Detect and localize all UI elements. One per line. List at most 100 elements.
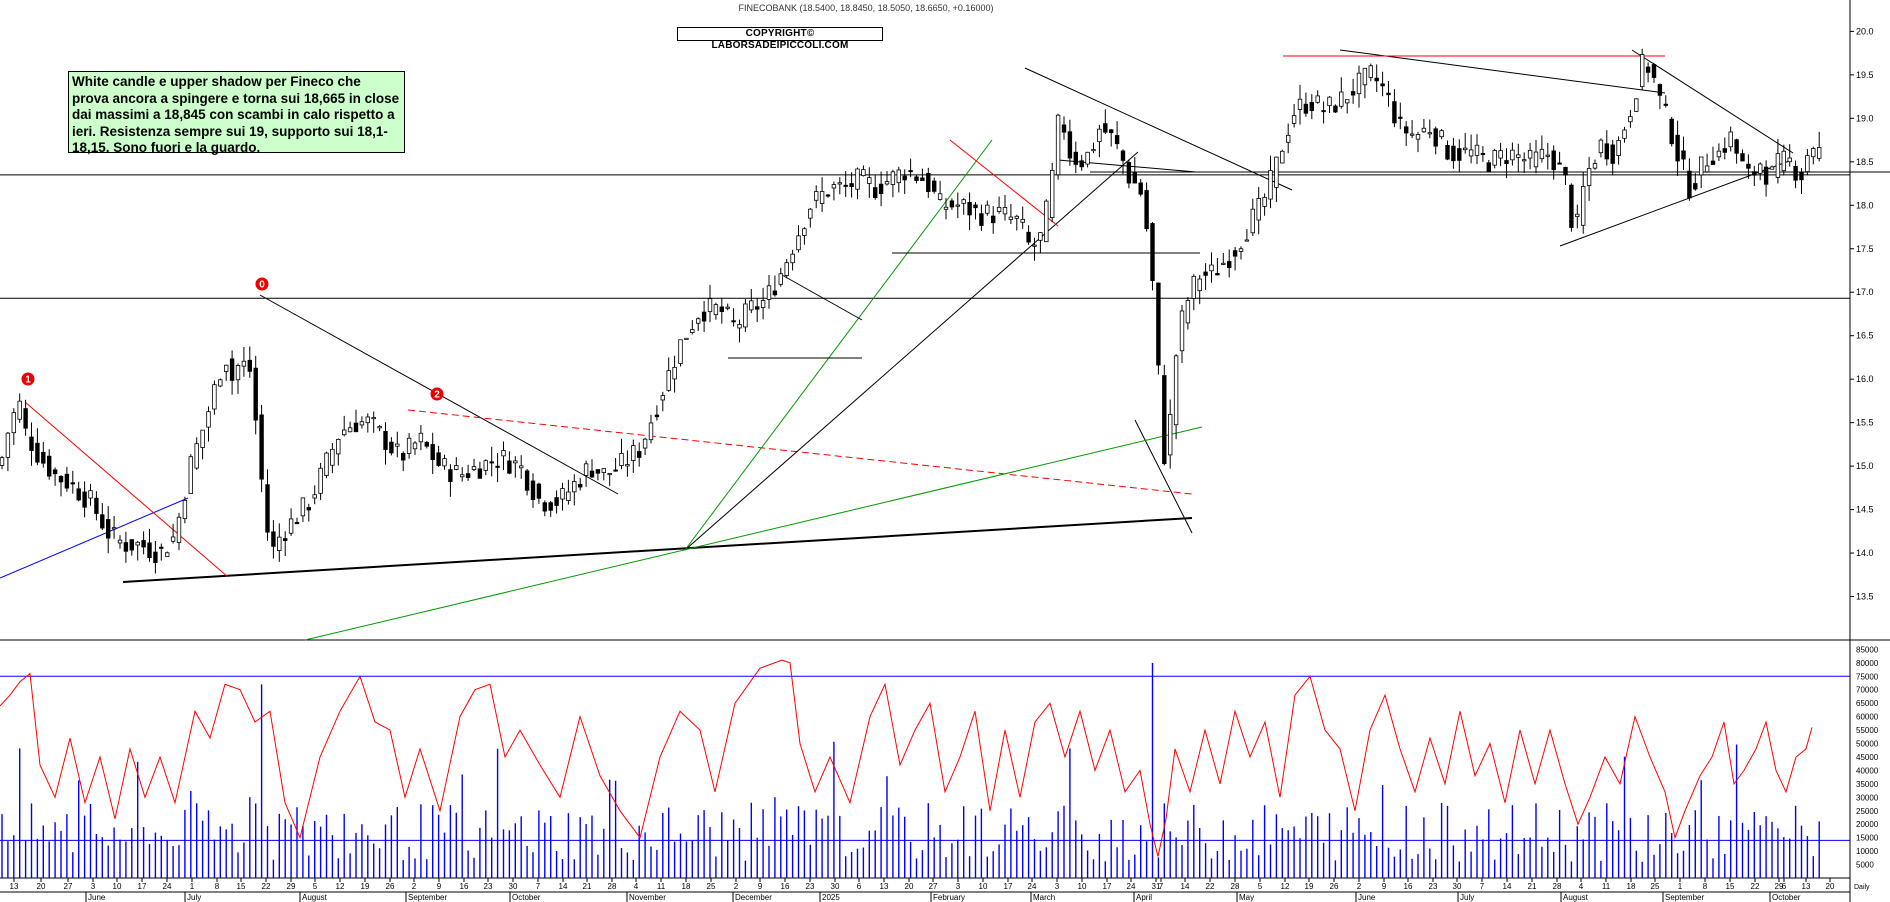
candle-body-195 <box>1150 223 1155 281</box>
candle-body-243 <box>1433 128 1438 147</box>
price-tick-label-12: 14.0 <box>1856 548 1874 558</box>
candle-body-130 <box>766 285 772 300</box>
candle-body-9 <box>52 469 58 475</box>
candle-body-41 <box>241 360 247 367</box>
volume-tick-label-2: 75000 <box>1856 672 1879 681</box>
candle-body-152 <box>896 169 901 184</box>
price-tick-label-3: 18.5 <box>1856 157 1874 167</box>
candle-body-93 <box>548 502 553 511</box>
candle-body-178 <box>1050 169 1055 219</box>
trend-line-8 <box>684 139 993 551</box>
day-tick-label-28: 25 <box>707 882 716 891</box>
candle-body-281 <box>1657 84 1663 96</box>
candle-body-119 <box>701 311 707 322</box>
candle-body-210 <box>1238 248 1244 252</box>
candle-body-65 <box>383 431 388 450</box>
candle-body-300 <box>1769 166 1775 170</box>
day-tick-label-72: 29 <box>1775 882 1784 891</box>
day-tick-label-16: 2 <box>412 882 417 891</box>
candle-body-203 <box>1197 278 1202 292</box>
volume-tick-label-7: 50000 <box>1856 740 1879 749</box>
candle-body-224 <box>1321 110 1326 113</box>
candle-body-234 <box>1380 83 1385 87</box>
ticker-header: FINECOBANK (18.5400, 18.8450, 18.5050, 1… <box>0 3 1890 13</box>
candle-body-285 <box>1681 150 1686 160</box>
candle-body-56 <box>330 448 335 466</box>
candle-body-104 <box>613 469 618 472</box>
candle-body-0 <box>0 457 5 466</box>
candle-body-150 <box>884 181 890 185</box>
candle-body-289 <box>1704 165 1710 173</box>
candle-body-67 <box>395 443 400 447</box>
wave-marker-label-0: 1 <box>25 375 31 386</box>
day-tick-label-4: 10 <box>113 882 122 891</box>
candle-body-19 <box>111 527 117 530</box>
candle-body-133 <box>784 262 789 276</box>
day-tick-label-58: 23 <box>1429 882 1438 891</box>
candle-body-129 <box>760 300 766 308</box>
candle-body-42 <box>247 359 252 372</box>
candle-body-168 <box>991 215 996 224</box>
price-candles <box>0 48 1822 574</box>
candle-body-161 <box>949 200 955 208</box>
candle-body-35 <box>206 411 211 428</box>
trend-line-15 <box>781 274 863 321</box>
candle-body-209 <box>1232 250 1238 257</box>
comment-box: White candle e upper shadow per Fineco c… <box>68 71 405 155</box>
candle-body-113 <box>666 370 671 391</box>
candle-body-53 <box>312 494 317 499</box>
day-tick-label-73: 6 <box>1782 882 1787 891</box>
candle-body-94 <box>554 497 559 506</box>
candle-body-4 <box>23 408 28 429</box>
candle-body-12 <box>70 482 75 485</box>
candle-body-89 <box>524 470 530 491</box>
candle-body-158 <box>932 180 937 192</box>
candle-body-204 <box>1203 271 1208 276</box>
candle-body-43 <box>253 367 258 421</box>
month-label-1: July <box>187 893 201 902</box>
candle-body-186 <box>1097 128 1102 143</box>
candle-body-136 <box>802 228 807 236</box>
candle-body-174 <box>1026 231 1031 243</box>
day-tick-label-48: 14 <box>1181 882 1190 891</box>
candle-body-239 <box>1409 133 1415 136</box>
candle-body-143 <box>843 184 848 187</box>
day-tick-label-14: 19 <box>361 882 370 891</box>
candle-body-251 <box>1480 152 1486 155</box>
day-tick-label-63: 28 <box>1553 882 1562 891</box>
candle-body-50 <box>294 522 300 525</box>
candle-body-264 <box>1557 162 1562 165</box>
wave-markers: 1 0 2 <box>21 277 444 401</box>
candle-body-137 <box>808 208 813 219</box>
wave-marker-label-1: 0 <box>259 280 265 291</box>
candle-body-3 <box>17 400 22 420</box>
candle-body-122 <box>719 306 724 312</box>
day-tick-label-71: 22 <box>1751 882 1760 891</box>
candle-body-114 <box>672 366 677 380</box>
candle-body-63 <box>371 417 376 420</box>
candle-body-196 <box>1156 282 1161 366</box>
candle-body-95 <box>560 488 565 500</box>
candle-body-301 <box>1775 153 1781 178</box>
candle-body-134 <box>790 253 795 264</box>
trend-line-0 <box>0 497 189 579</box>
candle-body-230 <box>1356 72 1362 95</box>
month-label-5: November <box>629 893 666 902</box>
month-label-7: 2025 <box>822 893 840 902</box>
candle-body-59 <box>347 427 353 433</box>
candle-body-201 <box>1185 300 1191 324</box>
candle-body-259 <box>1527 149 1533 159</box>
candle-body-217 <box>1280 150 1285 164</box>
y-axis-labels: 20.0 19.5 19.0 18.5 18.0 17.5 17.0 16.5 16.0 15.5… <box>1850 26 1879 870</box>
candle-body-297 <box>1752 171 1757 176</box>
candle-body-116 <box>684 337 689 340</box>
volume-tick-label-3: 70000 <box>1856 686 1879 695</box>
candle-body-229 <box>1350 91 1356 96</box>
candle-body-255 <box>1504 160 1509 164</box>
candle-body-302 <box>1781 150 1786 172</box>
day-tick-label-53: 19 <box>1305 882 1314 891</box>
candle-body-231 <box>1362 67 1368 86</box>
candle-body-233 <box>1374 77 1379 82</box>
candle-body-139 <box>819 191 825 204</box>
candle-body-72 <box>424 442 429 447</box>
